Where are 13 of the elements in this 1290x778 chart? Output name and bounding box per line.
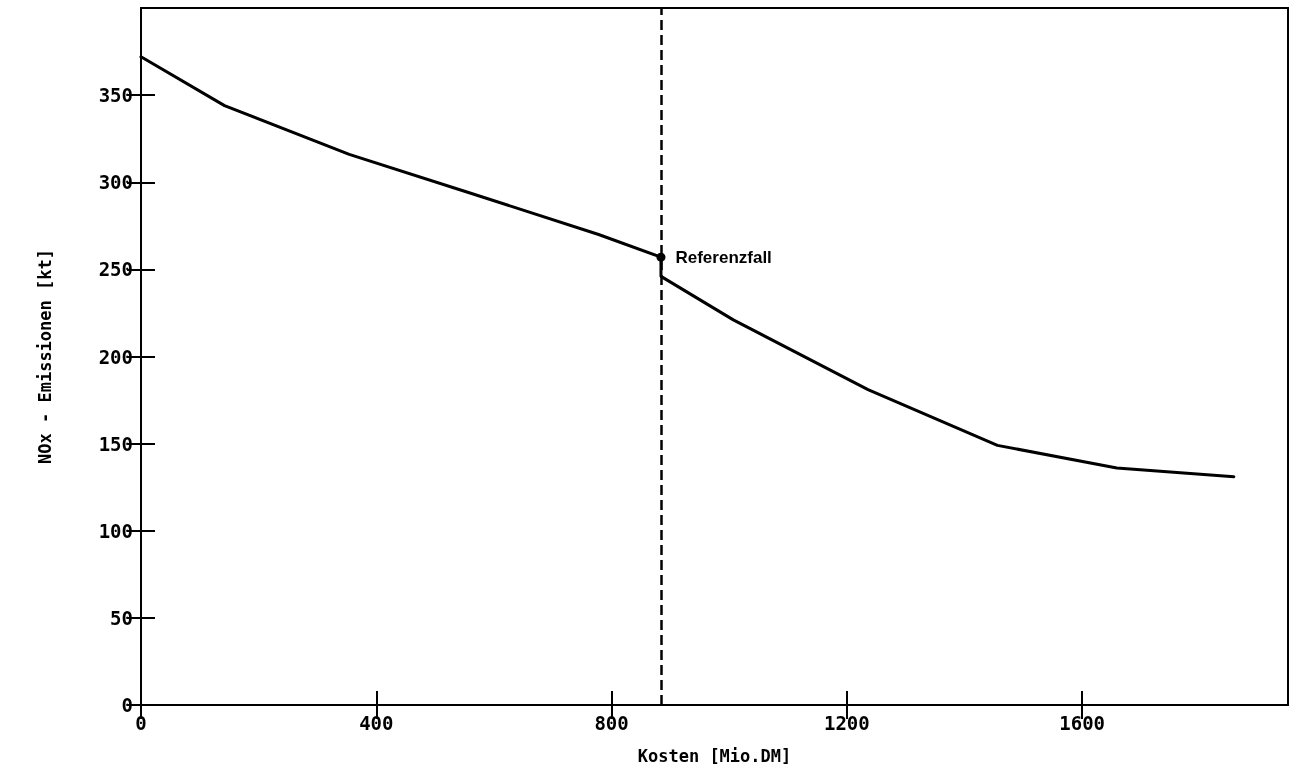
- y-tick-label: 250: [98, 258, 133, 281]
- x-axis-title: Kosten [Mio.DM]: [637, 745, 792, 766]
- x-tick-label: 1200: [823, 711, 870, 734]
- y-tick-label: 300: [98, 171, 133, 194]
- annotation: Referenzfall: [675, 247, 772, 267]
- y-axis-title: NOx - Emissionen [kt]: [34, 249, 55, 464]
- y-tick-label: 150: [98, 432, 133, 455]
- y-tick-label: 200: [98, 345, 133, 368]
- y-tick-label: 100: [98, 519, 133, 542]
- y-tick-label: 350: [98, 84, 133, 107]
- x-tick-label: 1600: [1059, 711, 1106, 734]
- x-tick-label: 800: [594, 711, 629, 734]
- x-tick-label: 400: [359, 711, 394, 734]
